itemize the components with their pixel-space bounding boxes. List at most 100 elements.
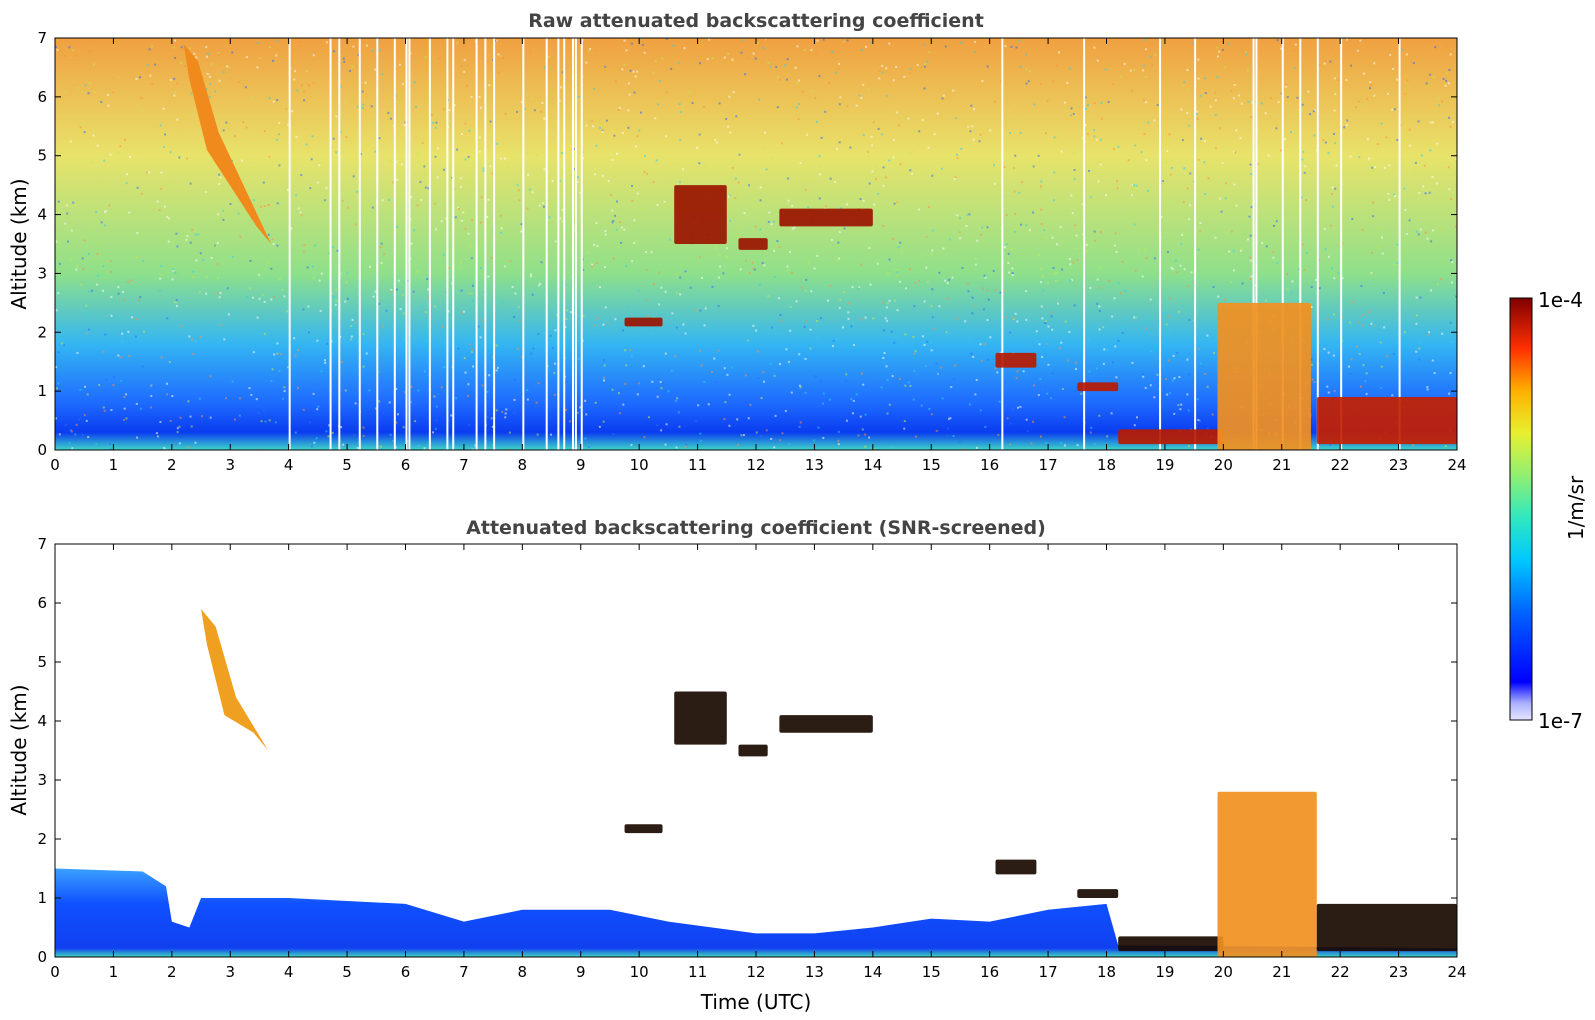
raw-xtick-label: 23 bbox=[1389, 456, 1408, 474]
snr-ytick-label: 3 bbox=[37, 771, 47, 789]
raw-xtick-label: 1 bbox=[109, 456, 119, 474]
snr-xtick-label: 0 bbox=[50, 963, 60, 981]
raw-xtick-label: 2 bbox=[167, 456, 177, 474]
colorbar-max-label: 1e-4 bbox=[1538, 288, 1583, 312]
snr-ytick-label: 0 bbox=[37, 948, 47, 966]
feature-layer-1.5km bbox=[995, 352, 1037, 368]
panel-snr-title: Attenuated backscattering coefficient (S… bbox=[466, 517, 1046, 539]
panel-snr: Attenuated backscattering coefficient (S… bbox=[7, 517, 1467, 1014]
snr-xtick-label: 9 bbox=[576, 963, 586, 981]
raw-xtick-label: 18 bbox=[1097, 456, 1116, 474]
panel-raw: Raw attenuated backscattering coefficien… bbox=[7, 10, 1467, 474]
panel-snr-plot-area bbox=[55, 608, 1457, 957]
raw-xtick-label: 9 bbox=[576, 456, 586, 474]
snr-xtick-label: 14 bbox=[863, 963, 882, 981]
panel-raw-title: Raw attenuated backscattering coefficien… bbox=[528, 10, 984, 32]
raw-data-gaps bbox=[288, 38, 1401, 450]
panel-raw-axes: 0 1 2 3 4 5 6 7 8 9 10 11 12 13 14 15 16 17 18 19 20 21 22 23 24… bbox=[37, 29, 1466, 474]
snr-xtick-label: 15 bbox=[922, 963, 941, 981]
raw-xtick-label: 21 bbox=[1272, 456, 1291, 474]
snr-ytick-label: 5 bbox=[37, 653, 47, 671]
snr-boundary-layer bbox=[55, 868, 1457, 957]
raw-xtick-label: 7 bbox=[459, 456, 469, 474]
feature-cirrus-fall-streak bbox=[183, 43, 272, 245]
feature-layer-1.1km bbox=[1077, 382, 1119, 392]
colorbar-unit-label: 1/m/sr bbox=[1564, 475, 1588, 540]
snr-ytick-label: 6 bbox=[37, 594, 47, 612]
snr-ytick-label: 1 bbox=[37, 889, 47, 907]
feature-layer-4km-b bbox=[779, 208, 873, 227]
snr-ytick-label: 2 bbox=[37, 830, 47, 848]
snr-xtick-label: 8 bbox=[518, 963, 528, 981]
snr-xtick-label: 12 bbox=[746, 963, 765, 981]
raw-xtick-label: 15 bbox=[922, 456, 941, 474]
panel-snr-axes: 0 1 2 3 4 5 6 7 8 9 10 11 12 13 14 15 16 17 18 19 20 21 22 23 24… bbox=[37, 535, 1466, 981]
snr-xtick-label: 11 bbox=[688, 963, 707, 981]
panel-snr-xlabel: Time (UTC) bbox=[700, 990, 812, 1014]
panel-snr-ylabel: Altitude (km) bbox=[7, 684, 31, 815]
snr-xtick-label: 4 bbox=[284, 963, 294, 981]
snr-xtick-label: 2 bbox=[167, 963, 177, 981]
feature-layer-3.5km bbox=[738, 238, 768, 250]
snr-xtick-label: 10 bbox=[630, 963, 649, 981]
raw-xtick-label: 8 bbox=[518, 456, 528, 474]
feature-precip-20-21.5 bbox=[1217, 791, 1317, 957]
snr-xtick-label: 5 bbox=[342, 963, 352, 981]
raw-xtick-label: 4 bbox=[284, 456, 294, 474]
feature-low-cloud-21.5-24 bbox=[1316, 903, 1457, 952]
feature-precip-20-21.5 bbox=[1217, 302, 1311, 450]
snr-cloud-features bbox=[201, 608, 1457, 957]
snr-xtick-label: 16 bbox=[980, 963, 999, 981]
feature-low-cloud-18-20 bbox=[1118, 936, 1224, 952]
snr-xtick-label: 24 bbox=[1447, 963, 1466, 981]
feature-layer-4km-b bbox=[779, 715, 873, 733]
feature-cirrus-fall-streak bbox=[201, 608, 269, 751]
snr-xtick-label: 1 bbox=[109, 963, 119, 981]
snr-ytick-label: 4 bbox=[37, 712, 47, 730]
raw-xtick-label: 17 bbox=[1039, 456, 1058, 474]
raw-ytick-label: 0 bbox=[37, 441, 47, 459]
raw-xtick-label: 11 bbox=[688, 456, 707, 474]
raw-ytick-label: 7 bbox=[37, 29, 47, 47]
raw-ytick-label: 3 bbox=[37, 264, 47, 282]
snr-xtick-label: 19 bbox=[1155, 963, 1174, 981]
raw-xtick-label: 6 bbox=[401, 456, 411, 474]
raw-xtick-label: 12 bbox=[746, 456, 765, 474]
raw-xtick-label: 16 bbox=[980, 456, 999, 474]
feature-layer-1.1km bbox=[1077, 889, 1119, 898]
raw-xtick-label: 0 bbox=[50, 456, 60, 474]
feature-low-cloud-21.5-24 bbox=[1316, 397, 1457, 445]
feature-layer-1.5km bbox=[995, 859, 1037, 875]
colorbar: 1e-4 1e-7 1/m/sr bbox=[1509, 288, 1588, 733]
feature-layer-4km-a bbox=[674, 691, 727, 745]
raw-xtick-label: 19 bbox=[1155, 456, 1174, 474]
snr-xtick-label: 13 bbox=[805, 963, 824, 981]
raw-ytick-label: 5 bbox=[37, 147, 47, 165]
raw-xtick-label: 14 bbox=[863, 456, 882, 474]
feature-low-cloud-18-20 bbox=[1118, 429, 1224, 445]
feature-layer-2.2km bbox=[624, 824, 663, 834]
snr-xtick-label: 22 bbox=[1331, 963, 1350, 981]
raw-xtick-label: 10 bbox=[630, 456, 649, 474]
raw-xtick-label: 24 bbox=[1447, 456, 1466, 474]
colorbar-gradient bbox=[1509, 297, 1533, 721]
raw-cloud-features bbox=[183, 43, 1457, 450]
raw-ytick-label: 1 bbox=[37, 382, 47, 400]
raw-xtick-label: 20 bbox=[1214, 456, 1233, 474]
raw-xtick-label: 13 bbox=[805, 456, 824, 474]
raw-xtick-label: 3 bbox=[225, 456, 235, 474]
panel-raw-plot-area bbox=[55, 38, 1457, 450]
snr-xtick-label: 17 bbox=[1039, 963, 1058, 981]
snr-ytick-label: 7 bbox=[37, 535, 47, 553]
snr-xtick-label: 6 bbox=[401, 963, 411, 981]
raw-ytick-label: 6 bbox=[37, 88, 47, 106]
feature-layer-3.5km bbox=[738, 744, 768, 757]
feature-layer-2.2km bbox=[624, 317, 663, 327]
raw-noise-speckle bbox=[55, 38, 1457, 450]
snr-xtick-label: 20 bbox=[1214, 963, 1233, 981]
panel-raw-ylabel: Altitude (km) bbox=[7, 178, 31, 309]
raw-ytick-label: 2 bbox=[37, 323, 47, 341]
snr-xtick-label: 7 bbox=[459, 963, 469, 981]
snr-xtick-label: 23 bbox=[1389, 963, 1408, 981]
